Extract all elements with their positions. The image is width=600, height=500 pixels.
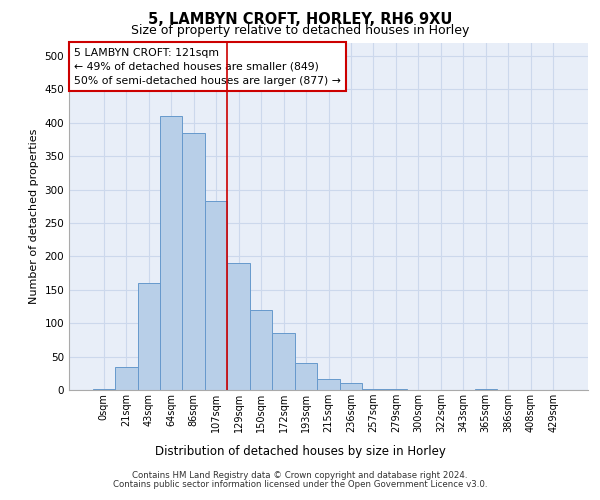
Bar — [205, 201, 227, 390]
Text: Distribution of detached houses by size in Horley: Distribution of detached houses by size … — [155, 444, 445, 458]
Bar — [227, 263, 250, 390]
Bar — [250, 310, 272, 390]
Bar — [340, 384, 362, 390]
Text: Size of property relative to detached houses in Horley: Size of property relative to detached ho… — [131, 24, 469, 37]
Bar — [362, 388, 385, 390]
Bar — [182, 132, 205, 390]
Text: 5, LAMBYN CROFT, HORLEY, RH6 9XU: 5, LAMBYN CROFT, HORLEY, RH6 9XU — [148, 12, 452, 28]
Bar — [115, 366, 137, 390]
Bar — [317, 380, 340, 390]
Text: Contains HM Land Registry data © Crown copyright and database right 2024.: Contains HM Land Registry data © Crown c… — [132, 471, 468, 480]
Bar — [92, 388, 115, 390]
Text: 5 LAMBYN CROFT: 121sqm
← 49% of detached houses are smaller (849)
50% of semi-de: 5 LAMBYN CROFT: 121sqm ← 49% of detached… — [74, 48, 341, 86]
Text: Contains public sector information licensed under the Open Government Licence v3: Contains public sector information licen… — [113, 480, 487, 489]
Y-axis label: Number of detached properties: Number of detached properties — [29, 128, 39, 304]
Bar — [137, 283, 160, 390]
Bar — [295, 364, 317, 390]
Bar — [272, 333, 295, 390]
Bar — [160, 116, 182, 390]
